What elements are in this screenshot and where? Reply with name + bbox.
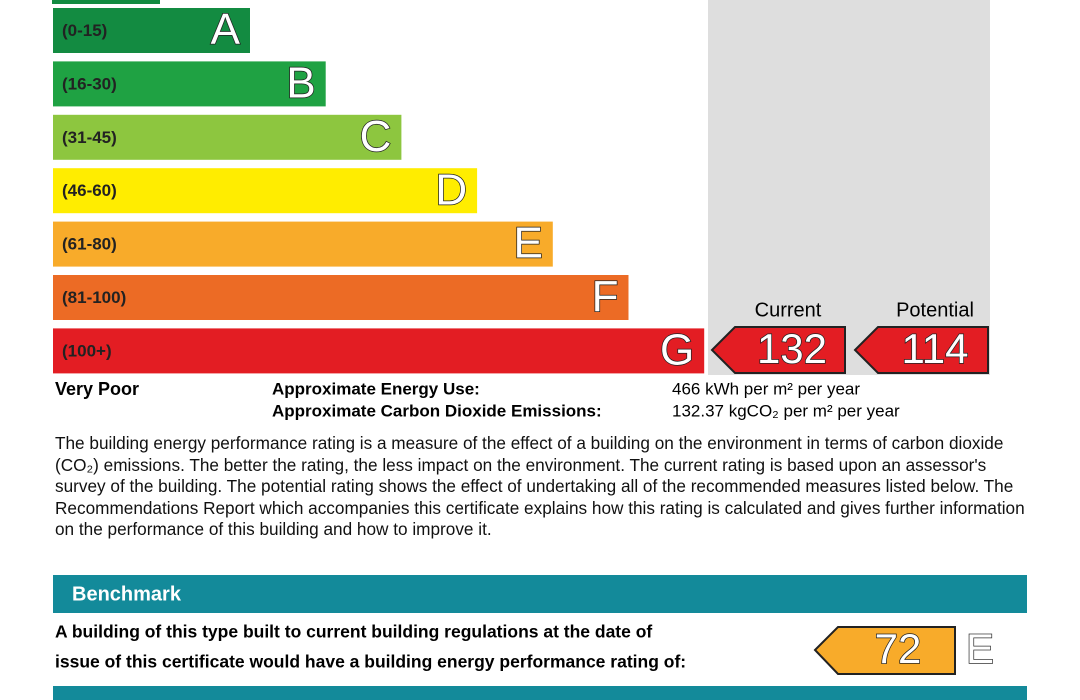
benchmark-text: A building of this type built to current… bbox=[55, 622, 652, 642]
current-label: Current bbox=[755, 299, 822, 321]
band-range: (31-45) bbox=[62, 128, 117, 147]
band-range: (61-80) bbox=[62, 235, 117, 254]
current-arrow bbox=[710, 326, 846, 374]
benchmark-value: 72 bbox=[875, 625, 922, 672]
band-range: (16-30) bbox=[62, 74, 117, 93]
rating-band bbox=[53, 61, 326, 107]
band-letter: C bbox=[360, 112, 392, 161]
rating-band bbox=[53, 221, 553, 267]
band-letter: F bbox=[592, 272, 619, 321]
rating-band bbox=[53, 275, 629, 320]
band-range: (100+) bbox=[62, 341, 112, 360]
current-value: 132 bbox=[757, 325, 827, 372]
rating-band bbox=[53, 328, 705, 374]
band-range: (46-60) bbox=[62, 181, 117, 200]
band-letter: G bbox=[660, 326, 694, 375]
band-letter: E bbox=[513, 219, 542, 268]
band-letter: A bbox=[211, 5, 241, 54]
potential-label: Potential bbox=[896, 299, 974, 321]
benchmark-text: issue of this certificate would have a b… bbox=[55, 652, 686, 672]
band-range: (81-100) bbox=[62, 288, 126, 307]
band-range: (0-15) bbox=[62, 21, 107, 40]
potential-value: 114 bbox=[902, 325, 969, 372]
energy-use-label: Approximate Energy Use: bbox=[272, 379, 480, 398]
section-bar bbox=[53, 686, 1027, 700]
benchmark-arrow bbox=[813, 626, 956, 675]
benchmark-heading: Benchmark bbox=[72, 583, 182, 605]
band-letter: B bbox=[286, 59, 315, 108]
band-letter: D bbox=[435, 165, 467, 214]
emissions-value: 132.37 kgCO₂ per m² per year bbox=[672, 401, 900, 420]
bottom-label: Very Poor bbox=[55, 379, 139, 399]
rating-band bbox=[53, 168, 478, 214]
rating-panel bbox=[708, 0, 990, 375]
description: The building energy performance rating i… bbox=[55, 433, 1025, 540]
benchmark-bar bbox=[53, 575, 1027, 613]
emissions-label: Approximate Carbon Dioxide Emissions: bbox=[272, 401, 602, 420]
rating-band bbox=[53, 114, 402, 160]
benchmark-letter: E bbox=[966, 625, 994, 672]
header-edge bbox=[52, 0, 160, 4]
energy-use-value: 466 kWh per m² per year bbox=[672, 379, 860, 398]
potential-arrow bbox=[853, 326, 989, 374]
rating-band bbox=[53, 8, 250, 53]
